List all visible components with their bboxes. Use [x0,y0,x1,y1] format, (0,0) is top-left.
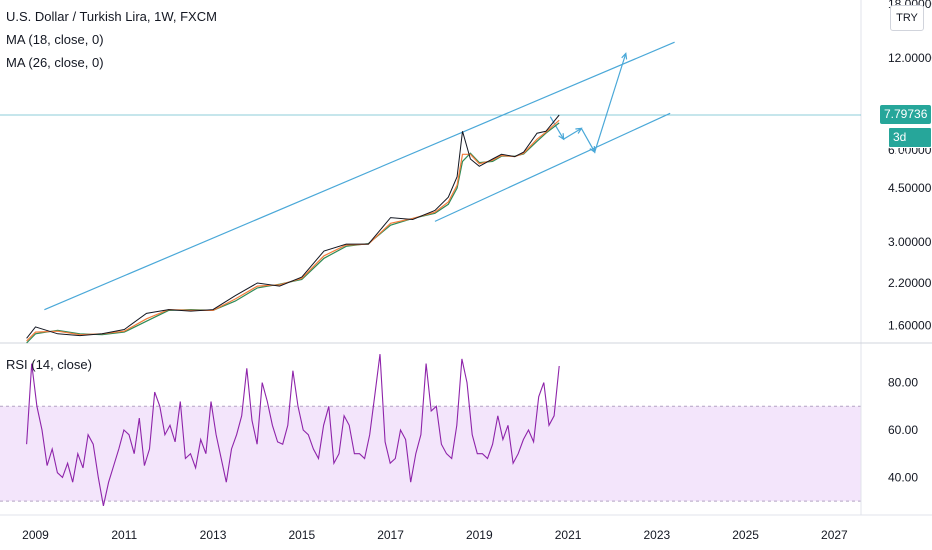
time-tick-label: 2025 [732,528,759,542]
rsi-axis-labels: 80.00 60.00 40.00 [888,376,918,485]
ma26-legend[interactable]: MA (26, close, 0) [6,55,104,70]
time-axis-labels: 2009 2011 2013 2015 2017 2019 2021 2023 2025 2027 [22,528,848,542]
projection-arrowhead [589,146,596,154]
chart-title[interactable]: U.S. Dollar / Turkish Lira, 1W, FXCM [6,9,217,24]
price-line [26,114,560,339]
projection-arrowhead [558,133,565,141]
currency-tag[interactable]: TRY [890,5,924,31]
channel-lower-line[interactable] [434,112,671,222]
time-tick-label: 2011 [111,528,137,542]
channel-upper-line[interactable] [44,41,675,311]
time-tick-label: 2017 [377,528,404,542]
rsi-legend[interactable]: RSI (14, close) [6,357,92,372]
price-tick-label: 4.50000 [888,181,932,195]
price-tick-label: 1.60000 [888,318,932,332]
projection-arrowheads [558,52,628,154]
time-tick-label: 2021 [555,528,582,542]
price-tick-label: 12.00000 [888,51,932,65]
time-tick-label: 2019 [466,528,493,542]
projection-arrowhead [575,127,583,134]
bar-countdown-label: 3d 17h [888,127,932,163]
ma18-legend[interactable]: MA (18, close, 0) [6,32,104,47]
rsi-tick-label: 40.00 [888,470,918,484]
rsi-tick-label: 80.00 [888,376,918,390]
time-tick-label: 2023 [643,528,670,542]
time-tick-label: 2015 [288,528,315,542]
projection-arrowhead [621,52,628,60]
rsi-band [0,406,861,502]
price-tick-label: 3.00000 [888,235,932,249]
time-tick-label: 2013 [200,528,227,542]
rsi-line [26,354,560,507]
time-tick-label: 2009 [22,528,49,542]
rsi-tick-label: 60.00 [888,423,918,437]
time-tick-label: 2027 [821,528,848,542]
last-price-label: 7.79736 [880,105,932,124]
price-tick-label: 2.20000 [888,276,932,290]
